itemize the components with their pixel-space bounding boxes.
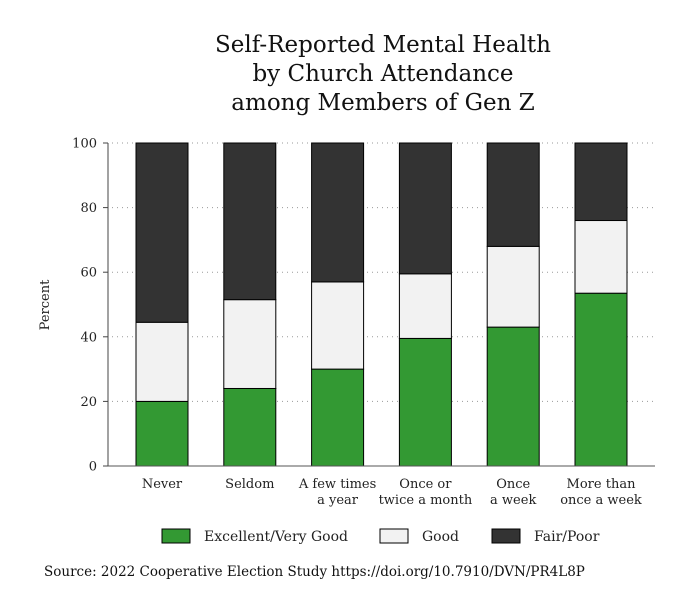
bar-segment-excellent-very-good — [311, 368, 365, 467]
bar-segment-good — [223, 299, 277, 389]
y-tick-label: 100 — [72, 137, 97, 152]
x-tick-label: Once or — [399, 477, 452, 492]
legend-label: Good — [422, 529, 459, 545]
x-tick-label: once a week — [560, 493, 642, 508]
bar-segment-good — [311, 281, 365, 370]
chart-title-line: by Church Attendance — [252, 61, 513, 87]
legend-label: Fair/Poor — [534, 529, 600, 545]
chart-title-line: among Members of Gen Z — [231, 90, 534, 116]
bar-segment-excellent-very-good — [135, 400, 189, 467]
source-note: Source: 2022 Cooperative Election Study … — [44, 564, 585, 580]
x-tick-label: A few times — [298, 477, 376, 492]
legend-swatch — [379, 528, 409, 544]
y-tick-label: 60 — [80, 266, 97, 281]
x-tick-label: Once — [496, 477, 530, 492]
x-tick-label: a week — [490, 493, 536, 508]
x-tick-label: More than — [567, 477, 637, 492]
bar-segment-fair-poor — [311, 142, 365, 283]
y-tick-label: 80 — [80, 201, 97, 216]
bar-segment-good — [486, 245, 540, 328]
bar-segment-fair-poor — [135, 142, 189, 323]
bar-segment-excellent-very-good — [223, 387, 277, 467]
legend-swatch — [491, 528, 521, 544]
bar-segment-excellent-very-good — [486, 326, 540, 467]
bar-segment-excellent-very-good — [574, 292, 628, 467]
chart-title-line: Self-Reported Mental Health — [215, 32, 551, 58]
legend-swatch — [161, 528, 191, 544]
bar-segment-fair-poor — [223, 142, 277, 301]
x-tick-label: Never — [142, 477, 183, 492]
x-tick-label: a year — [317, 493, 359, 508]
legend-label: Excellent/Very Good — [204, 529, 348, 545]
y-axis-label: Percent — [38, 279, 53, 330]
y-tick-label: 0 — [89, 460, 97, 475]
bar-segment-excellent-very-good — [398, 337, 452, 467]
bar-segment-good — [135, 321, 189, 402]
y-tick-label: 40 — [80, 330, 97, 345]
y-tick-label: 20 — [80, 395, 97, 410]
bar-segment-fair-poor — [486, 142, 540, 247]
bar-segment-good — [574, 220, 628, 294]
bar-segment-fair-poor — [574, 142, 628, 222]
bar-segment-good — [398, 273, 452, 339]
x-tick-label: Seldom — [225, 477, 274, 492]
bar-segment-fair-poor — [398, 142, 452, 275]
x-tick-label: twice a month — [379, 493, 473, 508]
